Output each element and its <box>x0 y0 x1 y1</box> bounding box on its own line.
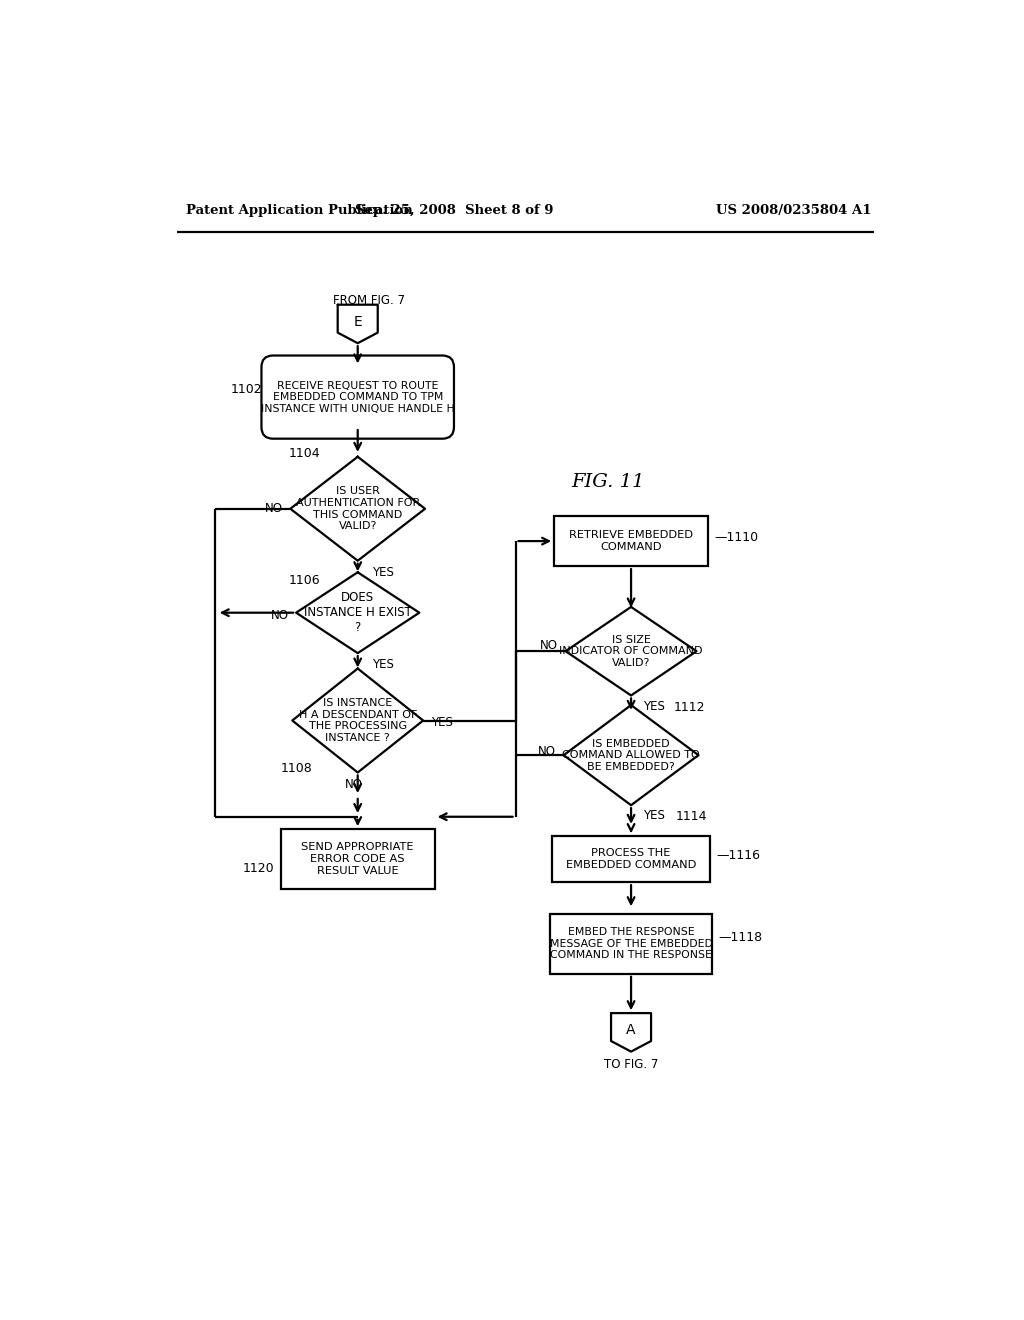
Text: IS USER
AUTHENTICATION FOR
THIS COMMAND
VALID?: IS USER AUTHENTICATION FOR THIS COMMAND … <box>296 486 420 531</box>
Text: A: A <box>627 1023 636 1038</box>
Text: PROCESS THE
EMBEDDED COMMAND: PROCESS THE EMBEDDED COMMAND <box>566 849 696 870</box>
FancyBboxPatch shape <box>261 355 454 438</box>
Text: NO: NO <box>538 744 556 758</box>
Text: NO: NO <box>540 639 558 652</box>
Text: FROM FIG. 7: FROM FIG. 7 <box>333 294 406 308</box>
FancyBboxPatch shape <box>550 913 712 974</box>
Text: YES: YES <box>643 809 665 822</box>
Text: DOES
INSTANCE H EXIST
?: DOES INSTANCE H EXIST ? <box>304 591 412 634</box>
Text: 1120: 1120 <box>243 862 273 875</box>
Text: SEND APPROPRIATE
ERROR CODE AS
RESULT VALUE: SEND APPROPRIATE ERROR CODE AS RESULT VA… <box>301 842 414 875</box>
Text: Sep. 25, 2008  Sheet 8 of 9: Sep. 25, 2008 Sheet 8 of 9 <box>354 205 553 218</box>
Text: —1116: —1116 <box>716 849 760 862</box>
Text: YES: YES <box>643 700 665 713</box>
Text: TO FIG. 7: TO FIG. 7 <box>604 1059 658 1072</box>
FancyBboxPatch shape <box>554 516 708 566</box>
Text: NO: NO <box>345 777 362 791</box>
Text: NO: NO <box>270 609 289 622</box>
Text: YES: YES <box>431 717 453 730</box>
Text: —1118: —1118 <box>718 931 762 944</box>
Text: NO: NO <box>264 502 283 515</box>
Text: 1112: 1112 <box>674 701 705 714</box>
Text: —1110: —1110 <box>714 531 759 544</box>
Text: EMBED THE RESPONSE
MESSAGE OF THE EMBEDDED
COMMAND IN THE RESPONSE: EMBED THE RESPONSE MESSAGE OF THE EMBEDD… <box>550 927 713 961</box>
Text: RECEIVE REQUEST TO ROUTE
EMBEDDED COMMAND TO TPM
INSTANCE WITH UNIQUE HANDLE H: RECEIVE REQUEST TO ROUTE EMBEDDED COMMAN… <box>261 380 455 413</box>
Text: RETRIEVE EMBEDDED
COMMAND: RETRIEVE EMBEDDED COMMAND <box>569 531 693 552</box>
Text: IS INSTANCE
H A DESCENDANT OF
THE PROCESSING
INSTANCE ?: IS INSTANCE H A DESCENDANT OF THE PROCES… <box>299 698 417 743</box>
Text: IS EMBEDDED
COMMAND ALLOWED TO
BE EMBEDDED?: IS EMBEDDED COMMAND ALLOWED TO BE EMBEDD… <box>562 739 700 772</box>
Text: 1102: 1102 <box>230 383 262 396</box>
Text: 1104: 1104 <box>289 446 321 459</box>
Text: IS SIZE
INDICATOR OF COMMAND
VALID?: IS SIZE INDICATOR OF COMMAND VALID? <box>559 635 702 668</box>
Text: YES: YES <box>372 566 393 578</box>
Text: US 2008/0235804 A1: US 2008/0235804 A1 <box>716 205 871 218</box>
Text: YES: YES <box>372 659 393 671</box>
Text: FIG. 11: FIG. 11 <box>571 473 645 491</box>
Text: 1108: 1108 <box>281 762 312 775</box>
Text: E: E <box>353 315 362 329</box>
Text: 1106: 1106 <box>289 574 321 587</box>
Text: 1114: 1114 <box>676 810 707 824</box>
FancyBboxPatch shape <box>552 836 710 882</box>
FancyBboxPatch shape <box>281 829 435 890</box>
Text: Patent Application Publication: Patent Application Publication <box>186 205 413 218</box>
